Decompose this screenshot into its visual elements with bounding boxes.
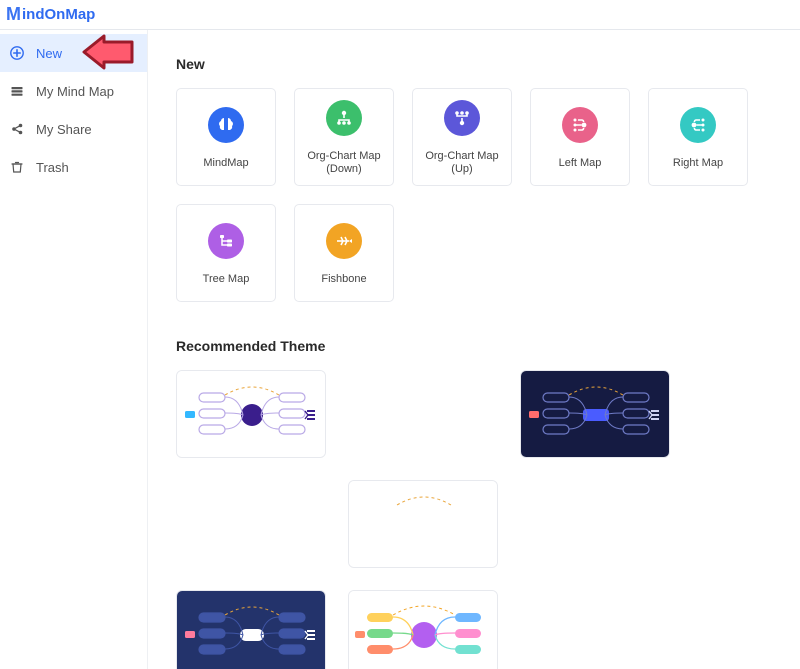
template-label: Org-Chart Map (Down): [299, 150, 389, 175]
stack-icon: [10, 84, 24, 98]
logo: MindOnMap: [6, 4, 95, 25]
template-card[interactable]: MindMap: [176, 88, 276, 186]
template-label: Right Map: [673, 157, 723, 170]
theme-spacer: [348, 370, 498, 458]
template-icon: [208, 223, 244, 259]
template-card[interactable]: Left Map: [530, 88, 630, 186]
plus-circle-icon: [10, 46, 24, 60]
sidebar-item-label: My Share: [36, 122, 92, 137]
template-card[interactable]: Right Map: [648, 88, 748, 186]
template-label: Org-Chart Map (Up): [417, 150, 507, 175]
template-icon: [444, 100, 480, 136]
sidebar-item-label: Trash: [36, 160, 69, 175]
sidebar-item-label: New: [36, 46, 62, 61]
template-card[interactable]: Tree Map: [176, 204, 276, 302]
template-card[interactable]: Org-Chart Map (Down): [294, 88, 394, 186]
theme-grid: [176, 370, 780, 669]
sidebar-item-myshare[interactable]: My Share: [0, 110, 147, 148]
sidebar-item-label: My Mind Map: [36, 84, 114, 99]
theme-spacer: [176, 480, 326, 568]
share-icon: [10, 122, 24, 136]
logo-text: indOnMap: [22, 6, 95, 23]
logo-mark: M: [6, 4, 21, 25]
template-icon: [208, 107, 244, 143]
template-card[interactable]: Fishbone: [294, 204, 394, 302]
section-title-new: New: [176, 56, 780, 72]
theme-card[interactable]: [176, 370, 326, 458]
container: New My Mind Map My Share Tras: [0, 30, 800, 669]
template-grid: MindMap Org-Chart Map (Down) Org-Chart M…: [176, 88, 780, 302]
template-card[interactable]: Org-Chart Map (Up): [412, 88, 512, 186]
sidebar-item-mymindmap[interactable]: My Mind Map: [0, 72, 147, 110]
trash-icon: [10, 160, 24, 174]
template-label: Tree Map: [203, 273, 250, 286]
template-icon: [326, 223, 362, 259]
sidebar-item-trash[interactable]: Trash: [0, 148, 147, 186]
template-label: Left Map: [559, 157, 602, 170]
section-title-themes: Recommended Theme: [176, 338, 780, 354]
template-icon: [680, 107, 716, 143]
sidebar-item-new[interactable]: New: [0, 34, 147, 72]
theme-card[interactable]: [520, 370, 670, 458]
template-label: Fishbone: [321, 273, 366, 286]
main-panel: New MindMap Org-Chart Map (Down) Org-Cha…: [148, 30, 800, 669]
theme-card[interactable]: [348, 590, 498, 669]
template-icon: [562, 107, 598, 143]
theme-card[interactable]: [176, 590, 326, 669]
template-label: MindMap: [203, 157, 248, 170]
template-icon: [326, 100, 362, 136]
theme-spacer: [520, 480, 670, 568]
app-header: MindOnMap: [0, 0, 800, 30]
sidebar: New My Mind Map My Share Tras: [0, 30, 148, 669]
theme-card[interactable]: [348, 480, 498, 568]
